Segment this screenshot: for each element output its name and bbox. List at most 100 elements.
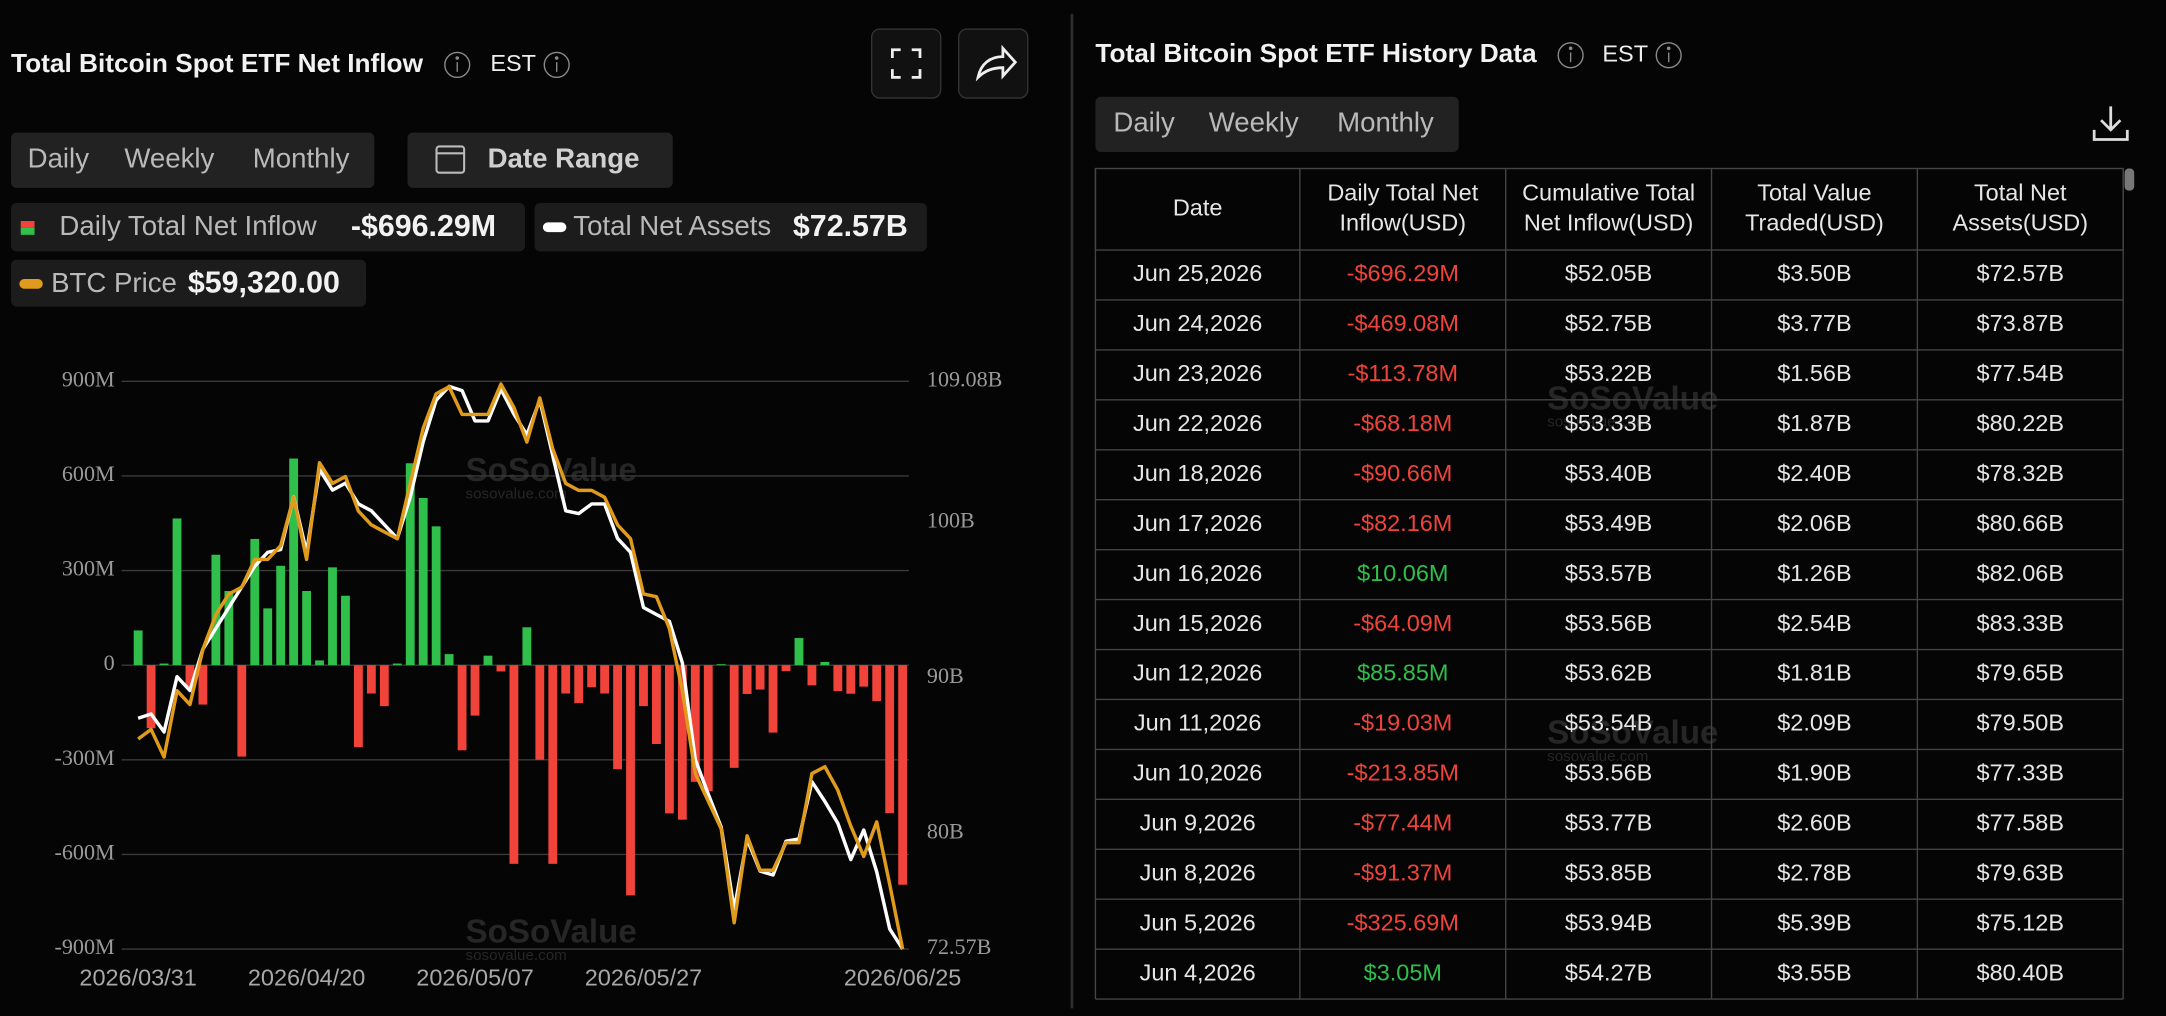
bar bbox=[172, 518, 182, 666]
table-cell: Jun 16,2026 bbox=[1133, 560, 1262, 586]
info-icon[interactable] bbox=[543, 51, 570, 79]
bar bbox=[185, 665, 195, 688]
tabs-background bbox=[1095, 96, 1459, 152]
bar bbox=[652, 665, 661, 744]
bar bbox=[846, 665, 856, 694]
table-cell: $80.66B bbox=[1977, 510, 2064, 536]
chart-title: Total Bitcoin Spot ETF Net Inflow bbox=[11, 48, 424, 78]
bar bbox=[133, 630, 143, 666]
watermark: SoSoValue bbox=[466, 914, 637, 951]
table-cell: $53.40B bbox=[1565, 460, 1652, 486]
date-range-button[interactable]: Date Range bbox=[407, 132, 673, 188]
info-icon[interactable] bbox=[1557, 42, 1584, 69]
tab[interactable]: Monthly bbox=[1337, 107, 1434, 138]
column-header: Traded(USD) bbox=[1745, 210, 1884, 236]
table-cell: Jun 12,2026 bbox=[1133, 660, 1262, 686]
table-cell: $2.06B bbox=[1777, 510, 1851, 536]
table-cell: -$696.29M bbox=[1347, 260, 1459, 286]
watermark: SoSoValue bbox=[466, 452, 637, 489]
table-cell: $2.60B bbox=[1777, 810, 1851, 836]
scrollbar[interactable] bbox=[2124, 168, 2135, 191]
table-cell: $53.85B bbox=[1565, 859, 1652, 885]
table-cell: $2.54B bbox=[1777, 610, 1851, 636]
table-cell: $72.57B bbox=[1977, 260, 2064, 286]
bar bbox=[146, 665, 156, 729]
table-cell: -$90.66M bbox=[1353, 460, 1452, 486]
info-icon[interactable] bbox=[1655, 42, 1682, 69]
legend-swatch bbox=[542, 222, 567, 233]
bar bbox=[263, 608, 273, 666]
table-cell: Jun 25,2026 bbox=[1133, 260, 1262, 286]
bar bbox=[898, 665, 908, 885]
table-cell: $79.50B bbox=[1977, 710, 2064, 736]
table-cell: -$64.09M bbox=[1353, 610, 1452, 636]
table-cell: $53.62B bbox=[1565, 660, 1652, 686]
table-cell: $1.87B bbox=[1777, 410, 1851, 436]
period-tabs: Daily Weekly Monthly bbox=[11, 132, 375, 188]
y2-tick-label: 100B bbox=[927, 508, 975, 533]
table-cell: $10.06M bbox=[1357, 560, 1448, 586]
table-cell: -$82.16M bbox=[1353, 510, 1452, 536]
tab[interactable]: Weekly bbox=[124, 143, 214, 174]
table-cell: -$68.18M bbox=[1353, 410, 1452, 436]
table-cell: $79.65B bbox=[1977, 660, 2064, 686]
fullscreen-button[interactable] bbox=[870, 28, 942, 99]
y-tick-label: -900M bbox=[55, 934, 115, 959]
timezone: EST bbox=[490, 50, 536, 76]
bar bbox=[224, 591, 234, 666]
table-cell: -$19.03M bbox=[1353, 710, 1452, 736]
x-tick-label: 2026/05/07 bbox=[416, 965, 533, 991]
bar bbox=[574, 665, 584, 703]
table-cell: $53.57B bbox=[1565, 560, 1652, 586]
table-cell: $73.87B bbox=[1977, 310, 2064, 336]
y-tick-label: 600M bbox=[62, 461, 115, 486]
table-cell: $80.40B bbox=[1977, 959, 2064, 985]
table-cell: $1.56B bbox=[1777, 360, 1851, 386]
table-cell: $77.58B bbox=[1977, 810, 2064, 836]
table-cell: Jun 23,2026 bbox=[1133, 360, 1262, 386]
bar bbox=[729, 665, 739, 768]
column-header: Cumulative Total bbox=[1522, 179, 1695, 205]
y2-tick-label: 72.57B bbox=[927, 934, 991, 959]
bar bbox=[639, 665, 648, 707]
line bbox=[137, 382, 905, 950]
bar bbox=[483, 655, 493, 666]
bar bbox=[872, 665, 882, 702]
table-cell: $1.90B bbox=[1777, 760, 1851, 786]
bar bbox=[820, 661, 830, 666]
table-cell: Jun 24,2026 bbox=[1133, 310, 1262, 336]
legend-value: $59,320.00 bbox=[188, 266, 340, 300]
table-header bbox=[1094, 167, 2124, 251]
bar bbox=[755, 665, 765, 690]
bar bbox=[626, 665, 635, 896]
watermark: sosovalue.com bbox=[466, 947, 567, 964]
y-tick-label: 0 bbox=[104, 650, 115, 675]
info-icon[interactable] bbox=[444, 51, 471, 79]
bar bbox=[405, 463, 415, 666]
bar bbox=[392, 663, 402, 666]
x-tick-label: 2026/04/20 bbox=[248, 965, 365, 991]
bar bbox=[768, 665, 778, 733]
legend-label: Daily Total Net Inflow bbox=[59, 210, 316, 241]
date-range-label[interactable]: Date Range bbox=[488, 143, 640, 174]
table-cell: Jun 9,2026 bbox=[1140, 810, 1256, 836]
period-tabs: Daily Weekly Monthly bbox=[1095, 96, 1459, 152]
legend-swatch bbox=[20, 227, 35, 235]
table-cell: $53.22B bbox=[1565, 360, 1652, 386]
y-tick-label: 300M bbox=[62, 556, 115, 581]
bar bbox=[703, 665, 713, 792]
table-cell: $3.77B bbox=[1777, 310, 1851, 336]
bar bbox=[742, 665, 752, 694]
tab[interactable]: Weekly bbox=[1209, 107, 1299, 138]
table-title: Total Bitcoin Spot ETF History Data bbox=[1095, 38, 1537, 68]
tab[interactable]: Daily bbox=[28, 143, 90, 174]
table-cell: $82.06B bbox=[1977, 560, 2064, 586]
legend-value: -$696.29M bbox=[351, 209, 496, 243]
download-button[interactable] bbox=[2092, 106, 2129, 141]
bar bbox=[457, 665, 467, 751]
table-cell: $52.05B bbox=[1565, 260, 1652, 286]
share-button[interactable] bbox=[957, 28, 1029, 99]
bar bbox=[509, 665, 519, 864]
tab[interactable]: Daily bbox=[1113, 107, 1175, 138]
tab[interactable]: Monthly bbox=[253, 143, 350, 174]
